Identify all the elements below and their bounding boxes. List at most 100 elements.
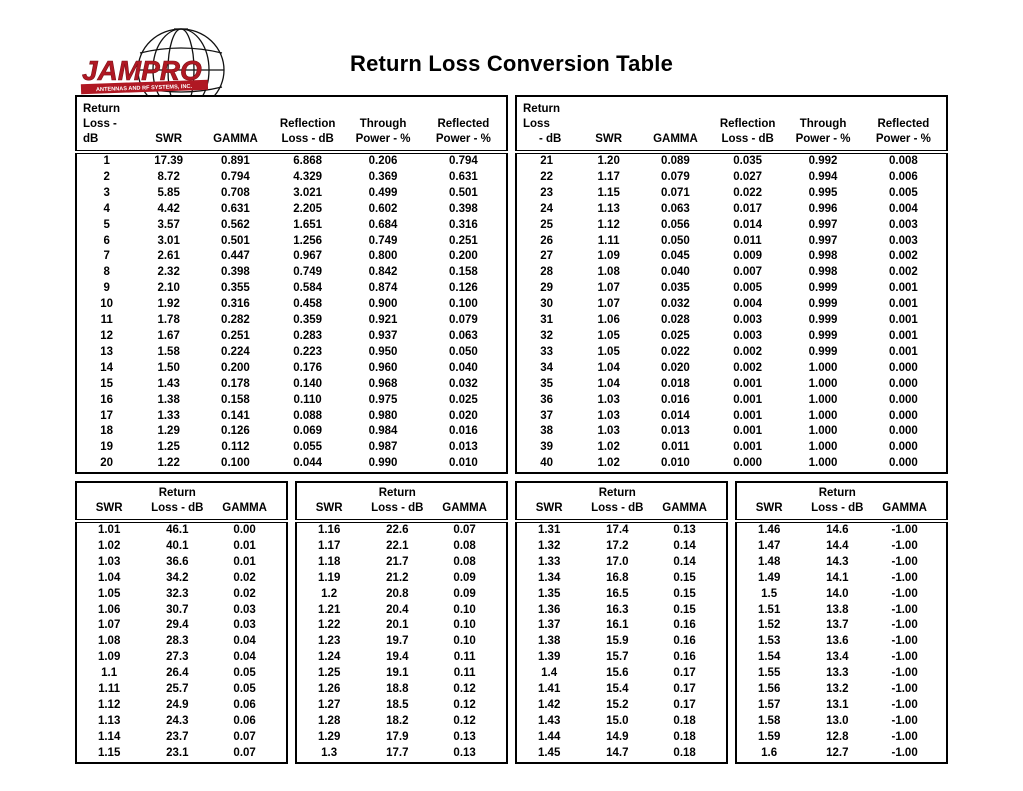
table-cell: 0.984 xyxy=(368,425,398,438)
table-cell: 0.900 xyxy=(368,298,398,311)
table-cell: 0.014 xyxy=(661,409,690,422)
swr-return-loss-section: Return SWR Loss - dB GAMMA 1.01 46.1 0.00 1… xyxy=(75,481,948,764)
table-cell: -1.00 xyxy=(891,746,918,759)
table-cell: 0.001 xyxy=(733,377,763,390)
table-row: 1.59 12.8 -1.00 xyxy=(736,730,947,746)
table-cell: 0.749 xyxy=(368,234,398,247)
table-cell: 17.2 xyxy=(606,539,629,552)
table-cell: 24.3 xyxy=(166,714,189,727)
table-cell: 7 xyxy=(103,250,110,263)
table-row: 1.21 20.4 0.10 xyxy=(296,603,507,619)
table-cell: 1.59 xyxy=(757,730,781,743)
table-cell: 0.027 xyxy=(733,170,763,183)
table-cell: 0.251 xyxy=(448,234,478,247)
table-cell: 0.02 xyxy=(233,587,256,600)
table-cell: 1.34 xyxy=(537,571,561,584)
table-cell: 2.61 xyxy=(157,250,180,263)
table-cell: 0.13 xyxy=(453,730,476,743)
table-row: 26 1.11 0.050 0.011 0.997 0.003 xyxy=(516,234,947,250)
column-header-reflected-power: Reflected Power - % xyxy=(420,96,507,154)
table-cell: 0.891 xyxy=(221,155,250,167)
table-row: 1.29 17.9 0.13 xyxy=(296,730,507,746)
table-cell: 0.355 xyxy=(221,282,250,295)
table-row: 31 1.06 0.028 0.003 0.999 0.001 xyxy=(516,313,947,329)
column-header-reflected-power: Reflected Power - % xyxy=(860,96,947,154)
table-row: 1.25 19.1 0.11 xyxy=(296,666,507,682)
table-row: 1.41 15.4 0.17 xyxy=(516,682,727,698)
table-cell: 1.26 xyxy=(317,683,341,696)
table-cell: 0.17 xyxy=(673,667,696,680)
table-cell: 0.126 xyxy=(221,425,250,438)
table-cell: 0.921 xyxy=(368,314,398,327)
table-cell: 19.4 xyxy=(386,651,409,664)
table-cell: 1.05 xyxy=(597,345,620,358)
table-cell: 0.08 xyxy=(453,539,476,552)
table-cell: 20.8 xyxy=(386,587,409,600)
table-cell: 0.020 xyxy=(661,361,690,374)
table-cell: 0.141 xyxy=(221,409,250,422)
table-row: 1.17 22.1 0.08 xyxy=(296,539,507,555)
table-row: 1.45 14.7 0.18 xyxy=(516,746,727,763)
table-cell: 0.000 xyxy=(888,457,918,470)
table-cell: 0.13 xyxy=(673,524,696,536)
table-cell: 0.002 xyxy=(733,361,763,374)
table-row: 34 1.04 0.020 0.002 1.000 0.000 xyxy=(516,361,947,377)
table-cell: 14.4 xyxy=(826,539,849,552)
table-cell: 0.016 xyxy=(661,393,690,406)
table-row: 1.51 13.8 -1.00 xyxy=(736,603,947,619)
table-cell: 0.079 xyxy=(661,170,690,183)
table-row: 17 1.33 0.141 0.088 0.980 0.020 xyxy=(76,409,507,425)
table-cell: 38 xyxy=(540,425,554,438)
column-header-loss-db: Loss - dB xyxy=(139,501,216,523)
table-cell: 0.002 xyxy=(733,345,763,358)
table-cell: 1.12 xyxy=(597,218,620,231)
table-cell: -1.00 xyxy=(891,571,918,584)
table-cell: 11 xyxy=(100,314,113,327)
table-cell: 27.3 xyxy=(166,651,189,664)
table-cell: 0.009 xyxy=(733,250,763,263)
table-cell: 17.9 xyxy=(386,730,409,743)
table-cell: 0.16 xyxy=(673,651,696,664)
table-cell: 17.7 xyxy=(386,746,409,759)
table-cell: 0.987 xyxy=(368,441,398,454)
table-row: 1.55 13.3 -1.00 xyxy=(736,666,947,682)
table-cell: 0.011 xyxy=(661,441,690,454)
table-cell: 0.05 xyxy=(233,683,256,696)
column-header-gamma: GAMMA xyxy=(215,501,287,523)
table-row: 1.19 21.2 0.09 xyxy=(296,571,507,587)
table-cell: 0.800 xyxy=(368,250,398,263)
table-cell: 0.12 xyxy=(453,683,476,696)
return-loss-conversion-section: Return Loss - dB SWR GAMMA Reflection Lo… xyxy=(75,95,948,475)
table-row: 28 1.08 0.040 0.007 0.998 0.002 xyxy=(516,265,947,281)
table-cell: 0.071 xyxy=(661,186,690,199)
table-row: 1.58 13.0 -1.00 xyxy=(736,714,947,730)
table-row: 1.44 14.9 0.18 xyxy=(516,730,727,746)
table-cell: 20.4 xyxy=(386,603,409,616)
table-cell: 1.08 xyxy=(97,635,121,648)
table-cell: 1.20 xyxy=(597,155,620,167)
table-row: 2 8.72 0.794 4.329 0.369 0.631 xyxy=(76,170,507,186)
table-cell: 0.11 xyxy=(453,651,476,664)
table-cell: 0.15 xyxy=(673,571,696,584)
table-cell: 0.018 xyxy=(661,377,690,390)
table-cell: 30 xyxy=(540,298,554,311)
table-cell: 1.35 xyxy=(537,587,561,600)
table-cell: 14.1 xyxy=(826,571,849,584)
table-row: 1.42 15.2 0.17 xyxy=(516,698,727,714)
table-cell: -1.00 xyxy=(891,603,918,616)
table-cell: 1.03 xyxy=(97,555,121,568)
table-cell: 1.11 xyxy=(98,683,121,696)
table-cell: 21 xyxy=(540,155,554,167)
table-cell: 13.3 xyxy=(826,667,849,680)
table-row: 1.05 32.3 0.02 xyxy=(76,587,287,603)
table-cell: 1.29 xyxy=(317,730,341,743)
table-cell: 39 xyxy=(540,441,554,454)
table-cell: 15.4 xyxy=(606,683,629,696)
table-cell: 18 xyxy=(100,425,114,438)
table-row: 5 3.57 0.562 1.651 0.684 0.316 xyxy=(76,218,507,234)
table-cell: 0.584 xyxy=(293,282,323,295)
table-cell: 13.0 xyxy=(826,714,849,727)
table-row: 1.32 17.2 0.14 xyxy=(516,539,727,555)
table-cell: 0.001 xyxy=(888,329,918,342)
table-cell: 0.001 xyxy=(733,393,763,406)
